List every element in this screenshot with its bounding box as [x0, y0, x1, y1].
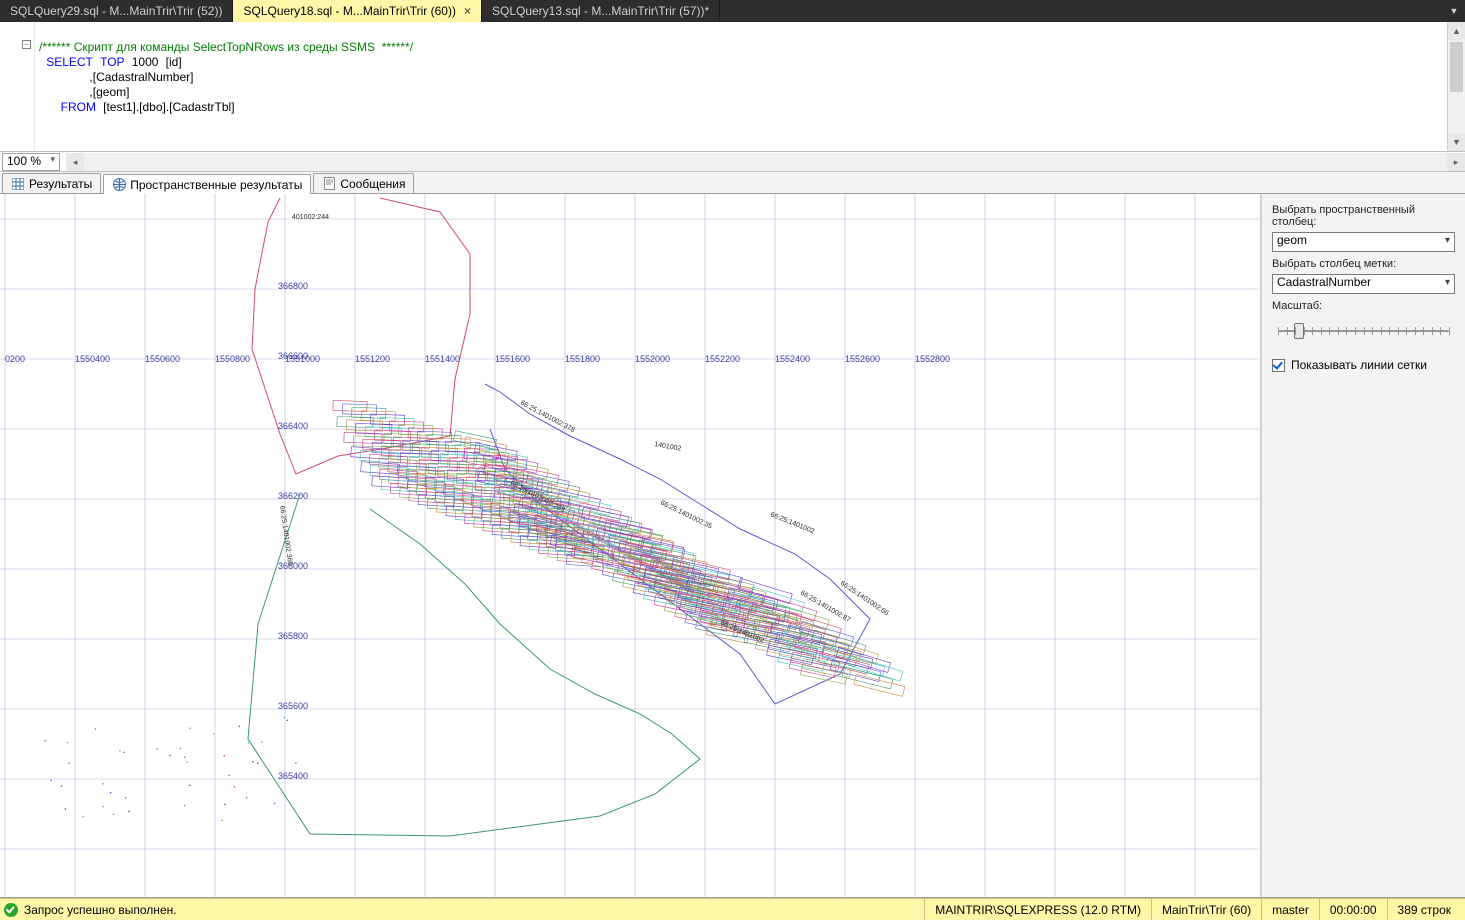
- svg-text:1551400: 1551400: [425, 354, 460, 364]
- messages-tab[interactable]: Сообщения: [313, 173, 414, 193]
- svg-text:1551800: 1551800: [565, 354, 600, 364]
- sql-editor-pane: − /****** Скрипт для команды SelectTopNR…: [0, 22, 1465, 152]
- editor-horizontal-scrollbar[interactable]: ◂ ▸: [66, 153, 1465, 171]
- svg-text:365400: 365400: [278, 771, 308, 781]
- svg-text:401002:244: 401002:244: [292, 214, 329, 221]
- status-bar: Запрос успешно выполнен. MAINTRIR\SQLEXP…: [0, 898, 1465, 920]
- code-text: 1000: [132, 55, 159, 69]
- document-tab-label: SQLQuery18.sql - M...MainTrir\Trir (60)): [243, 4, 455, 18]
- spatial-side-panel: Выбрать пространственный столбец: geom В…: [1261, 194, 1465, 897]
- document-tab[interactable]: SQLQuery29.sql - M...MainTrir\Trir (52)): [0, 0, 233, 22]
- status-rowcount: 389 строк: [1387, 899, 1461, 920]
- checkbox-label: Показывать линии сетки: [1291, 358, 1427, 372]
- svg-text:1551600: 1551600: [495, 354, 530, 364]
- code-text: ******/: [378, 40, 413, 54]
- status-ok-icon: [4, 903, 18, 917]
- tab-overflow-button[interactable]: ▼: [1443, 0, 1465, 22]
- select-value: geom: [1277, 233, 1307, 247]
- status-message: Запрос успешно выполнен.: [24, 903, 177, 917]
- scroll-left-button[interactable]: ◂: [66, 153, 84, 171]
- results-area: 0200155040015506001550800155100015512001…: [0, 194, 1465, 898]
- zoom-slider[interactable]: [1272, 320, 1455, 342]
- tab-label: Пространственные результаты: [130, 178, 302, 192]
- status-elapsed: 00:00:00: [1319, 899, 1387, 920]
- svg-text:366800: 366800: [278, 281, 308, 291]
- scroll-down-button[interactable]: ▼: [1448, 133, 1465, 151]
- grid-icon: [11, 177, 25, 191]
- document-tab-bar: SQLQuery29.sql - M...MainTrir\Trir (52))…: [0, 0, 1465, 22]
- zoom-select[interactable]: 100 %: [2, 153, 60, 171]
- editor-gutter: −: [0, 22, 35, 151]
- chevron-down-icon: ▼: [1450, 6, 1459, 16]
- document-tab[interactable]: SQLQuery18.sql - M...MainTrir\Trir (60))…: [233, 0, 482, 22]
- svg-text:1552200: 1552200: [705, 354, 740, 364]
- zoom-value: 100 %: [7, 154, 41, 168]
- svg-text:366600: 366600: [278, 351, 308, 361]
- spatial-results-tab[interactable]: Пространственные результаты: [103, 174, 311, 194]
- svg-text:66:25:1401002:360: 66:25:1401002:360: [278, 505, 293, 566]
- editor-vertical-scrollbar[interactable]: ▲ ▼: [1447, 22, 1465, 151]
- code-text: ,[geom]: [89, 85, 129, 99]
- zoom-slider-label: Масштаб:: [1272, 300, 1455, 312]
- code-text: [id]: [166, 55, 182, 69]
- scroll-up-button[interactable]: ▲: [1448, 22, 1465, 40]
- label-column-select[interactable]: CadastralNumber: [1272, 274, 1455, 294]
- document-tab-label: SQLQuery29.sql - M...MainTrir\Trir (52)): [10, 4, 222, 18]
- status-login: MainTrir\Trir (60): [1151, 899, 1261, 920]
- svg-text:1551200: 1551200: [355, 354, 390, 364]
- svg-text:66:25:1401002:66: 66:25:1401002:66: [839, 580, 890, 617]
- spatial-map-pane[interactable]: 0200155040015506001550800155100015512001…: [0, 194, 1261, 897]
- spatial-column-select[interactable]: geom: [1272, 232, 1455, 252]
- page-icon: [322, 177, 336, 191]
- svg-text:365600: 365600: [278, 701, 308, 711]
- code-text: FROM: [61, 100, 96, 114]
- results-tab[interactable]: Результаты: [2, 173, 101, 193]
- spatial-map-svg: 0200155040015506001550800155100015512001…: [0, 194, 1260, 897]
- tab-label: Результаты: [29, 177, 92, 191]
- svg-text:1552000: 1552000: [635, 354, 670, 364]
- svg-text:66:25:1401002: 66:25:1401002: [769, 511, 815, 535]
- svg-text:1552400: 1552400: [775, 354, 810, 364]
- code-text: /******: [39, 40, 74, 54]
- code-text: [test1].[dbo].[CadastrTbl]: [103, 100, 234, 114]
- document-tab-label: SQLQuery13.sql - M...MainTrir\Trir (57))…: [492, 4, 709, 18]
- svg-text:1550400: 1550400: [75, 354, 110, 364]
- select-value: CadastralNumber: [1277, 275, 1371, 289]
- svg-text:0200: 0200: [5, 354, 25, 364]
- scroll-right-button[interactable]: ▸: [1447, 153, 1465, 171]
- svg-text:1552600: 1552600: [845, 354, 880, 364]
- label-column-label: Выбрать столбец метки:: [1272, 258, 1455, 270]
- result-tab-bar: Результаты Пространственные результаты С…: [0, 172, 1465, 194]
- svg-text:365800: 365800: [278, 631, 308, 641]
- globe-icon: [112, 178, 126, 192]
- status-server: MAINTRIR\SQLEXPRESS (12.0 RTM): [924, 899, 1151, 920]
- document-tab[interactable]: SQLQuery13.sql - M...MainTrir\Trir (57))…: [482, 0, 720, 22]
- sql-editor[interactable]: /****** Скрипт для команды SelectTopNRow…: [35, 22, 1447, 151]
- svg-text:1550600: 1550600: [145, 354, 180, 364]
- svg-text:1552800: 1552800: [915, 354, 950, 364]
- code-text: ,[CadastralNumber]: [89, 70, 193, 84]
- svg-text:366200: 366200: [278, 491, 308, 501]
- code-text: TOP: [100, 55, 124, 69]
- close-icon[interactable]: ×: [464, 4, 471, 18]
- svg-text:1550800: 1550800: [215, 354, 250, 364]
- svg-text:366400: 366400: [278, 421, 308, 431]
- svg-text:1401002: 1401002: [654, 441, 682, 453]
- outline-toggle[interactable]: −: [22, 40, 31, 49]
- show-grid-checkbox[interactable]: [1272, 359, 1285, 372]
- status-database: master: [1261, 899, 1319, 920]
- code-text: Скрипт для команды SelectTopNRows из сре…: [74, 40, 379, 54]
- code-text: SELECT: [46, 55, 93, 69]
- scroll-thumb[interactable]: [1450, 42, 1463, 92]
- editor-footer-row: 100 % ◂ ▸: [0, 152, 1465, 172]
- spatial-column-label: Выбрать пространственный столбец:: [1272, 204, 1455, 228]
- tab-label: Сообщения: [340, 177, 405, 191]
